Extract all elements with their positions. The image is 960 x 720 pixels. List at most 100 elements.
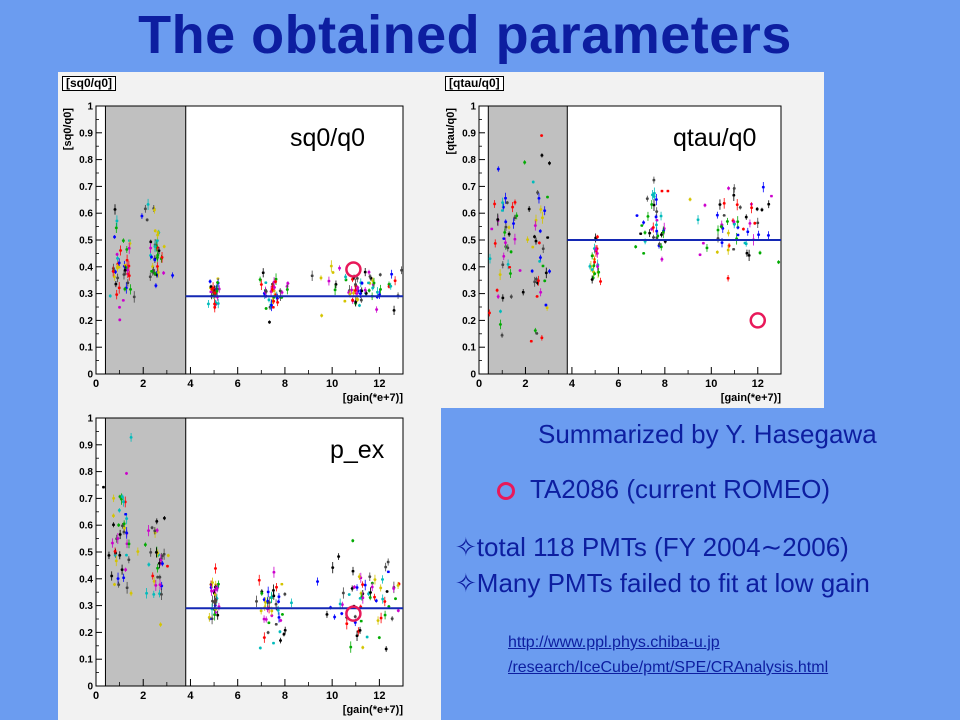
data-point [540, 134, 544, 137]
data-point [735, 199, 739, 211]
data-point [116, 532, 120, 545]
data-point [539, 288, 543, 297]
data-point [383, 596, 387, 607]
data-point [588, 263, 592, 270]
highlight-circle [345, 261, 362, 278]
data-point [118, 529, 122, 540]
data-point [530, 269, 534, 274]
data-point [260, 591, 264, 596]
data-point [143, 542, 147, 548]
data-point [656, 232, 660, 240]
data-point [753, 221, 757, 225]
data-point [597, 267, 601, 277]
data-point [162, 244, 166, 249]
data-point [651, 222, 655, 233]
reference-link-line-2[interactable]: /research/IceCube/pmt/SPE/CRAnalysis.htm… [508, 659, 829, 676]
data-point [732, 189, 736, 202]
data-point [743, 241, 747, 245]
data-point [543, 206, 547, 216]
data-point [590, 252, 594, 260]
data-point [120, 494, 124, 499]
data-point [543, 279, 547, 283]
data-point [652, 176, 656, 184]
data-point [761, 182, 765, 193]
y-tick-label: 0.8 [79, 467, 93, 478]
data-point [351, 566, 355, 576]
data-point [538, 259, 542, 263]
data-point [642, 220, 646, 225]
data-point [125, 527, 129, 539]
y-tick-label: 0.1 [79, 655, 93, 666]
data-point [535, 332, 539, 335]
data-point [593, 271, 597, 276]
y-tick-label: 0 [470, 370, 476, 381]
data-point [590, 267, 594, 272]
data-point [340, 611, 344, 616]
data-point [758, 250, 762, 255]
data-point [359, 297, 363, 303]
data-point [488, 253, 492, 264]
data-point [757, 230, 761, 239]
data-point [722, 214, 726, 217]
data-point [116, 572, 120, 585]
data-point [487, 309, 491, 317]
y-axis-label: [qtau/q0] [445, 108, 457, 155]
data-point [267, 621, 271, 625]
data-point [373, 593, 377, 601]
data-point [127, 242, 131, 254]
highlight-circle [345, 605, 362, 622]
data-point [143, 204, 147, 213]
data-point [544, 303, 548, 307]
data-point [544, 267, 548, 279]
data-point [546, 236, 550, 239]
reference-link-line-1[interactable]: http://www.ppl.phys.chiba-u.jp [508, 634, 720, 651]
data-point [289, 598, 293, 608]
data-point [319, 275, 323, 281]
data-point [736, 216, 740, 228]
data-point [129, 590, 133, 597]
data-point [113, 204, 117, 215]
data-point [120, 564, 124, 575]
data-point [127, 556, 131, 564]
data-point [378, 284, 382, 294]
data-point [277, 593, 281, 601]
data-point [495, 288, 499, 293]
y-tick-label: 0.3 [462, 289, 476, 300]
data-point [352, 585, 356, 589]
data-point [512, 218, 516, 229]
data-point [501, 294, 505, 302]
data-point [651, 189, 655, 200]
x-tick-label: 12 [752, 378, 764, 390]
data-point [111, 266, 115, 277]
data-point [513, 214, 517, 221]
data-point [110, 571, 114, 581]
qtau-q0-scatter-plot: 00.10.20.30.40.50.60.70.80.910 2 4 6 8 10 12[g… [445, 102, 782, 404]
data-point [124, 471, 128, 475]
data-point [660, 256, 664, 262]
x-tick-label: 10 [326, 378, 338, 390]
data-point [117, 508, 121, 513]
data-point [655, 219, 659, 222]
data-point [736, 233, 740, 237]
data-point [747, 249, 751, 262]
data-point [129, 284, 133, 295]
data-point [372, 277, 376, 289]
x-tick-label: 6 [235, 690, 241, 702]
data-point [162, 548, 166, 560]
data-point [509, 294, 513, 300]
data-point [120, 522, 124, 529]
data-point [113, 234, 117, 239]
data-point [657, 241, 661, 247]
data-point [337, 553, 341, 560]
data-point [534, 276, 538, 282]
data-point [283, 592, 287, 597]
data-point [331, 561, 335, 574]
data-point [282, 632, 286, 637]
data-point [125, 254, 129, 266]
data-point [136, 547, 140, 556]
y-tick-label: 0.9 [79, 440, 93, 451]
data-point [538, 254, 542, 261]
data-point [535, 295, 539, 298]
y-tick-label: 0.2 [79, 316, 93, 327]
data-point [513, 233, 517, 245]
